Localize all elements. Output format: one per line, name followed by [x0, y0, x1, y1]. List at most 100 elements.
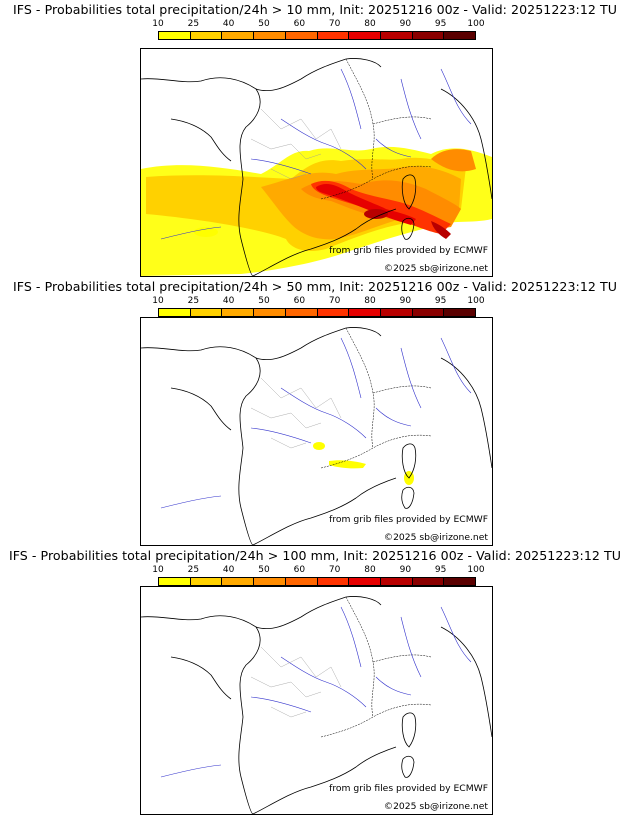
- colorbar-tick-label: 50: [258, 565, 270, 575]
- colorbar-swatch: [349, 578, 381, 585]
- coastline: [141, 596, 492, 814]
- credit-grib: from grib files provided by ECMWF: [329, 245, 488, 256]
- colorbar-tick-label: 25: [187, 296, 200, 306]
- map-panel-100mm: IFS - Probabilities total precipitation/…: [0, 546, 630, 815]
- borders: [320, 58, 432, 200]
- borders: [320, 596, 432, 738]
- colorbar-tick-label: 40: [222, 19, 235, 29]
- rivers: [160, 68, 472, 240]
- map-canvas: [141, 327, 492, 545]
- colorbar-swatch: [444, 32, 476, 39]
- colorbar-swatch: [222, 32, 255, 39]
- colorbar: 10 25 40 50 60 70 80 90 95 100: [152, 19, 485, 42]
- colorbar-swatch: [444, 578, 476, 585]
- colorbar-swatch: [254, 309, 286, 316]
- colorbar-tick-label: 10: [152, 565, 164, 575]
- colorbar: 10 25 40 50 60 70 80 90 95 100: [152, 565, 485, 588]
- colorbar-labels: 10 25 40 50 60 70 80 90 95 100: [152, 565, 484, 576]
- colorbar-swatch: [349, 309, 381, 316]
- colorbar-swatch: [285, 578, 318, 585]
- colorbar-tick-label: 70: [328, 19, 341, 29]
- colorbar-labels: 10 25 40 50 60 70 80 90 95 100: [152, 19, 484, 30]
- colorbar-tick-label: 60: [293, 565, 306, 575]
- map-panel-50mm: IFS - Probabilities total precipitation/…: [0, 277, 630, 546]
- colorbar-swatch: [412, 32, 445, 39]
- colorbar-swatch: [159, 578, 191, 585]
- probability-map: from grib files provided by ECMWF ©2025 …: [140, 586, 493, 815]
- colorbar-boxes: [158, 577, 476, 586]
- colorbar-swatch: [380, 578, 413, 585]
- colorbar-tick-label: 40: [222, 565, 235, 575]
- colorbar-swatch: [317, 32, 350, 39]
- colorbar-tick-label: 50: [258, 296, 270, 306]
- colorbar-tick-label: 80: [364, 565, 376, 575]
- coastline: [141, 327, 492, 545]
- colorbar-swatch: [159, 32, 191, 39]
- colorbar-tick-label: 70: [328, 565, 341, 575]
- colorbar-tick-label: 95: [434, 565, 447, 575]
- admin-lines: [250, 646, 342, 718]
- colorbar-tick-label: 25: [187, 19, 200, 29]
- colorbar-tick-label: 90: [399, 296, 412, 306]
- colorbar-tick-label: 100: [467, 296, 485, 306]
- colorbar-swatch: [285, 32, 318, 39]
- colorbar-swatch: [190, 32, 223, 39]
- coastline: [141, 58, 492, 276]
- colorbar: 10 25 40 50 60 70 80 90 95 100: [152, 296, 485, 319]
- colorbar-tick-label: 10: [152, 296, 164, 306]
- colorbar-swatch: [380, 309, 413, 316]
- map-panel-10mm: IFS - Probabilities total precipitation/…: [0, 0, 630, 277]
- borders: [320, 327, 432, 469]
- colorbar-tick-label: 60: [293, 19, 306, 29]
- colorbar-swatch: [317, 309, 350, 316]
- colorbar-tick-label: 95: [434, 19, 447, 29]
- credit-copyright: ©2025 sb@irizone.net: [383, 263, 488, 274]
- colorbar-tick-label: 25: [187, 565, 200, 575]
- colorbar-swatch: [349, 32, 381, 39]
- colorbar-swatch: [159, 309, 191, 316]
- colorbar-tick-label: 60: [293, 296, 306, 306]
- colorbar-swatch: [190, 578, 223, 585]
- colorbar-tick-label: 10: [152, 19, 164, 29]
- colorbar-tick-label: 80: [364, 19, 376, 29]
- colorbar-tick-label: 50: [258, 19, 270, 29]
- colorbar-swatch: [380, 32, 413, 39]
- rivers: [160, 337, 472, 509]
- colorbar-tick-label: 70: [328, 296, 341, 306]
- colorbar-swatch: [285, 309, 318, 316]
- colorbar-tick-label: 95: [434, 296, 447, 306]
- panel-title: IFS - Probabilities total precipitation/…: [12, 2, 618, 17]
- colorbar-swatch: [254, 32, 286, 39]
- probability-map: from grib files provided by ECMWF ©2025 …: [140, 48, 493, 277]
- colorbar-swatch: [412, 309, 445, 316]
- probability-shading: [141, 146, 492, 276]
- rivers: [160, 606, 472, 778]
- panel-title: IFS - Probabilities total precipitation/…: [12, 279, 618, 294]
- probability-map: from grib files provided by ECMWF ©2025 …: [140, 317, 493, 546]
- colorbar-swatch: [254, 578, 286, 585]
- colorbar-swatch: [444, 309, 476, 316]
- credit-grib: from grib files provided by ECMWF: [329, 514, 488, 525]
- colorbar-swatch: [190, 309, 223, 316]
- colorbar-swatch: [412, 578, 445, 585]
- colorbar-boxes: [158, 308, 476, 317]
- colorbar-boxes: [158, 31, 476, 40]
- colorbar-tick-label: 80: [364, 296, 376, 306]
- map-canvas: [141, 58, 492, 276]
- colorbar-tick-label: 100: [467, 565, 485, 575]
- credit-copyright: ©2025 sb@irizone.net: [383, 532, 488, 543]
- credit-copyright: ©2025 sb@irizone.net: [383, 801, 488, 812]
- colorbar-tick-label: 40: [222, 296, 235, 306]
- credit-grib: from grib files provided by ECMWF: [329, 783, 488, 794]
- colorbar-labels: 10 25 40 50 60 70 80 90 95 100: [152, 296, 484, 307]
- colorbar-swatch: [317, 578, 350, 585]
- map-canvas: [141, 596, 492, 814]
- probability-shading: [313, 442, 414, 485]
- colorbar-swatch: [222, 309, 255, 316]
- admin-lines: [250, 108, 342, 180]
- colorbar-swatch: [222, 578, 255, 585]
- panel-title: IFS - Probabilities total precipitation/…: [8, 548, 622, 563]
- colorbar-tick-label: 90: [399, 565, 412, 575]
- colorbar-tick-label: 100: [467, 19, 485, 29]
- admin-lines: [250, 377, 342, 449]
